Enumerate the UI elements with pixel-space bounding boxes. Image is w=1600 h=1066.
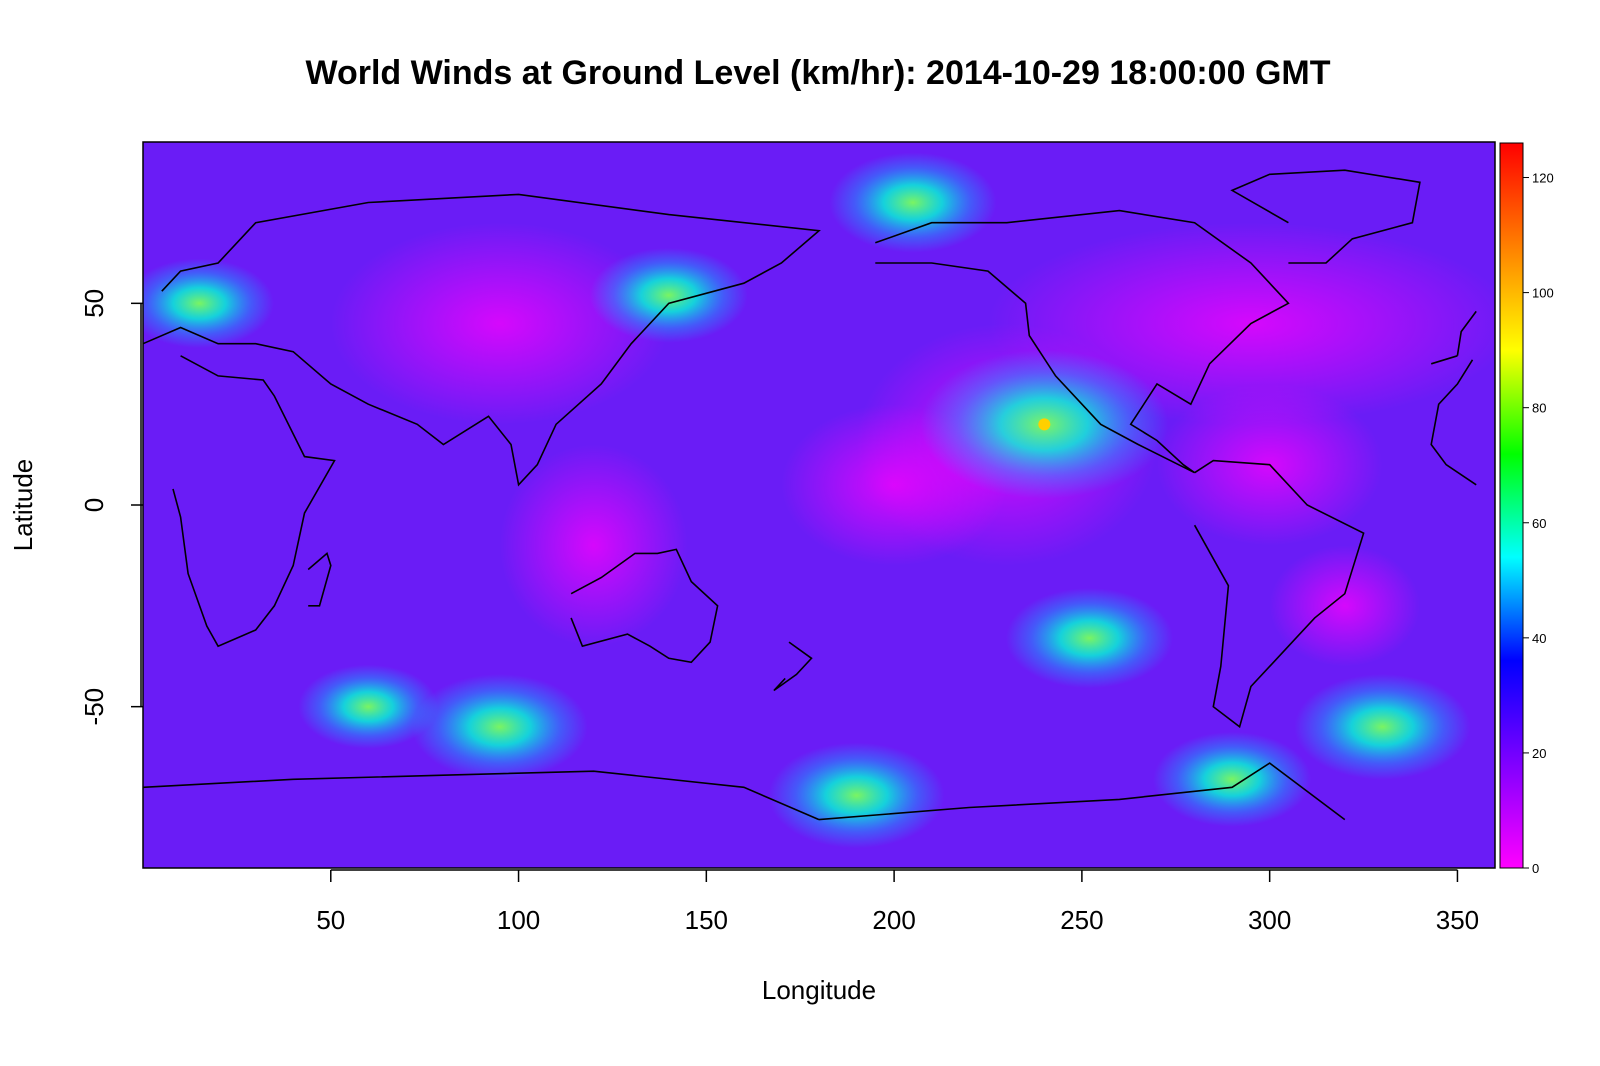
x-tick-label: 150 (685, 905, 728, 935)
wind-hotspot (1294, 674, 1471, 780)
x-tick-label: 200 (872, 905, 915, 935)
plot-area (143, 142, 1495, 868)
calm-regions (330, 222, 1495, 667)
coastlines (143, 169, 1477, 821)
colorbar-tick-label: 20 (1532, 746, 1546, 761)
australia-coastline (570, 548, 719, 664)
colorbar-tick-label: 120 (1532, 171, 1554, 186)
y-tick-label: 50 (79, 289, 109, 318)
colorbar-tick-label: 100 (1532, 286, 1554, 301)
wind-hotspot (829, 152, 997, 253)
colorbar-tick-label: 60 (1532, 516, 1546, 531)
chart-title: World Winds at Ground Level (km/hr): 201… (306, 54, 1331, 92)
antarctica-coastline (143, 762, 1346, 821)
calm-region (1269, 545, 1420, 667)
wind-hotspot (589, 247, 748, 343)
africa-coastline (172, 355, 1477, 648)
new-zealand-coastline (773, 641, 813, 692)
x-tick-label: 300 (1248, 905, 1291, 935)
wind-hotspot (1005, 588, 1173, 689)
x-axis-label: Longitude (762, 975, 876, 1005)
colorbar: 0 20 40 60 80 100 120 (1499, 142, 1554, 876)
cyclone-core (1038, 418, 1051, 431)
x-tick-label: 100 (497, 905, 540, 935)
calm-region (499, 444, 688, 647)
x-axis: 50 100 150 200 250 300 350 (316, 869, 1479, 935)
colorbar-tick-label: 40 (1532, 631, 1546, 646)
wind-hotspot (298, 664, 439, 749)
wind-hotspot (143, 258, 274, 349)
y-axis: -50 0 50 (79, 289, 143, 726)
south-america-coastline (1193, 459, 1365, 729)
colorbar-tick-label: 80 (1532, 401, 1546, 416)
y-tick-label: -50 (79, 688, 109, 726)
y-axis-label: Latitude (8, 459, 38, 552)
wind-hotspot (411, 674, 588, 780)
north-america-coastline (875, 209, 1290, 474)
colorbar-scale (1499, 142, 1524, 869)
madagascar-coastline (307, 552, 332, 607)
colorbar-tick-label: 0 (1532, 861, 1539, 876)
wind-hotspot (768, 742, 945, 849)
calm-region (330, 222, 669, 425)
wind-hotspots (143, 152, 1471, 849)
y-tick-label: 0 (79, 498, 109, 512)
wind-hotspot (1153, 731, 1312, 827)
colorbar-ticks: 0 20 40 60 80 100 120 (1523, 171, 1554, 876)
x-tick-label: 350 (1436, 905, 1479, 935)
greenland-coastline (1230, 169, 1421, 264)
x-tick-label: 250 (1060, 905, 1103, 935)
eurasia-coastline (143, 193, 1477, 487)
x-tick-label: 50 (316, 905, 345, 935)
